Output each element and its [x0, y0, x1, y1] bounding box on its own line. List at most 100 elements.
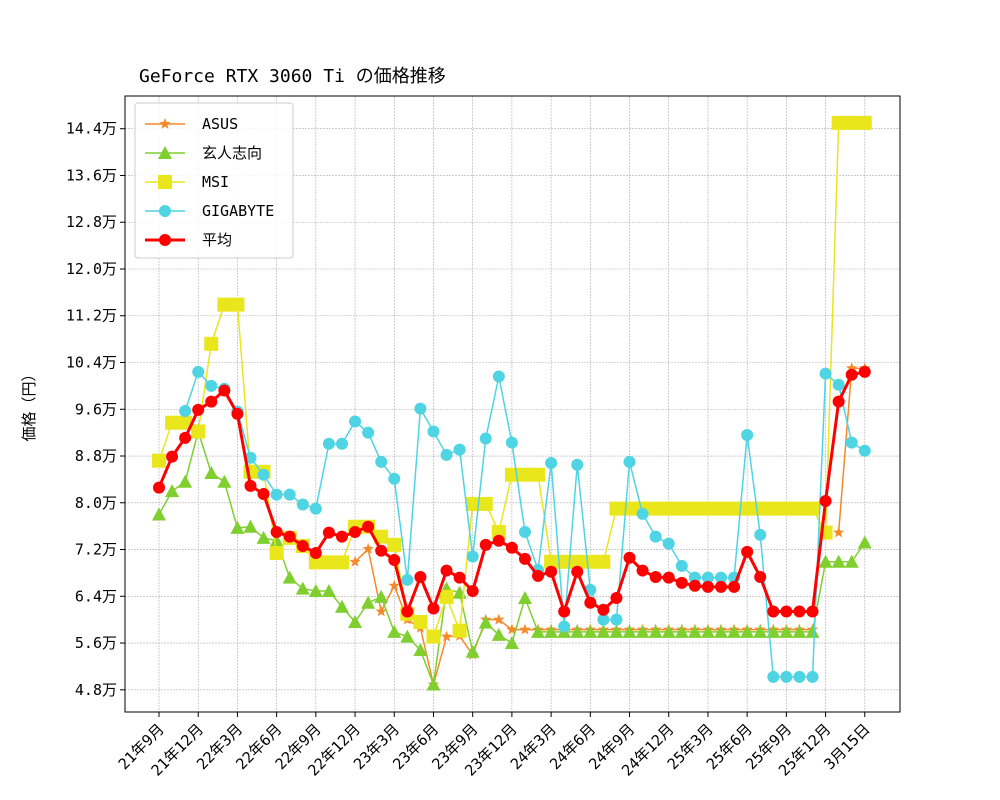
data-point	[648, 624, 663, 638]
data-point	[792, 501, 807, 516]
data-point	[375, 605, 387, 617]
data-point	[334, 555, 349, 570]
data-point	[517, 591, 532, 605]
data-point	[506, 623, 518, 635]
data-point	[179, 405, 192, 418]
data-point	[440, 564, 453, 577]
data-point	[558, 605, 571, 618]
data-point	[545, 457, 558, 470]
legend-marker-square	[158, 175, 172, 189]
data-point	[832, 395, 845, 408]
data-point	[714, 624, 729, 638]
data-point	[700, 501, 715, 516]
data-point	[218, 384, 231, 397]
legend-label: 玄人志向	[202, 144, 262, 162]
data-point	[531, 624, 546, 638]
data-point	[805, 501, 820, 516]
data-point	[675, 576, 688, 589]
data-point	[609, 501, 624, 516]
data-point	[753, 624, 768, 638]
data-point	[205, 379, 218, 392]
data-point	[465, 496, 480, 511]
data-point	[557, 554, 572, 569]
y-tick-label: 14.4万	[66, 120, 117, 138]
legend-label: ASUS	[202, 115, 238, 133]
data-point	[661, 624, 676, 638]
data-point	[857, 535, 872, 549]
data-point	[375, 544, 388, 557]
data-point	[831, 554, 846, 568]
data-point	[662, 571, 675, 584]
data-point	[256, 530, 271, 544]
data-point	[204, 465, 219, 479]
data-point	[270, 488, 283, 501]
data-point	[792, 624, 807, 638]
data-point	[440, 630, 453, 642]
data-point	[217, 297, 232, 312]
data-point	[375, 455, 388, 468]
data-point	[152, 453, 166, 468]
data-point	[492, 370, 505, 383]
legend-marker-circle	[159, 234, 171, 246]
data-point	[362, 520, 375, 533]
data-point	[308, 555, 323, 570]
data-point	[819, 367, 832, 380]
data-point	[334, 599, 349, 613]
data-point	[571, 458, 584, 471]
data-point	[165, 484, 180, 498]
data-point	[349, 415, 362, 428]
data-point	[844, 115, 859, 130]
y-tick-label: 12.0万	[66, 260, 117, 278]
series-group	[152, 115, 872, 691]
data-point	[846, 362, 858, 374]
data-point	[727, 624, 742, 638]
data-point	[348, 614, 363, 628]
data-point	[596, 554, 611, 569]
y-tick-label: 10.4万	[66, 354, 117, 372]
data-point	[362, 542, 374, 554]
y-axis-label: 価格（円）	[20, 366, 38, 441]
data-point	[687, 624, 702, 638]
data-point	[414, 570, 427, 583]
y-tick-label: 11.2万	[66, 307, 117, 325]
data-point	[570, 624, 585, 638]
data-point	[388, 472, 401, 485]
data-point	[427, 425, 440, 438]
data-point	[727, 501, 742, 516]
y-tick-label: 5.6万	[75, 634, 117, 652]
data-point	[388, 579, 400, 591]
data-point	[179, 431, 192, 444]
data-point	[453, 443, 466, 456]
data-point	[439, 589, 454, 604]
data-point	[674, 624, 689, 638]
data-point	[806, 670, 819, 683]
data-point	[845, 436, 858, 449]
data-point	[741, 428, 754, 441]
data-point	[152, 507, 166, 521]
legend-marker-circle	[159, 205, 171, 217]
data-point	[674, 501, 689, 516]
series-玄人志向	[152, 424, 872, 691]
data-point	[205, 395, 218, 408]
data-point	[178, 415, 193, 430]
data-point	[754, 528, 767, 541]
data-point	[517, 467, 532, 482]
data-point	[740, 624, 755, 638]
data-point	[701, 580, 714, 593]
data-point	[492, 534, 505, 547]
legend-marker-triangle	[158, 146, 172, 159]
data-point	[374, 589, 389, 603]
data-point	[178, 474, 193, 488]
data-point	[806, 605, 819, 618]
data-point	[243, 519, 258, 533]
data-point	[623, 551, 636, 564]
data-point	[805, 624, 820, 638]
data-point	[401, 605, 414, 618]
data-point	[309, 547, 322, 560]
data-point	[857, 115, 872, 130]
y-tick-label: 13.6万	[66, 166, 117, 184]
data-point	[793, 605, 806, 618]
legend-label: MSI	[202, 173, 229, 191]
data-point	[688, 579, 701, 592]
data-point	[426, 677, 441, 691]
